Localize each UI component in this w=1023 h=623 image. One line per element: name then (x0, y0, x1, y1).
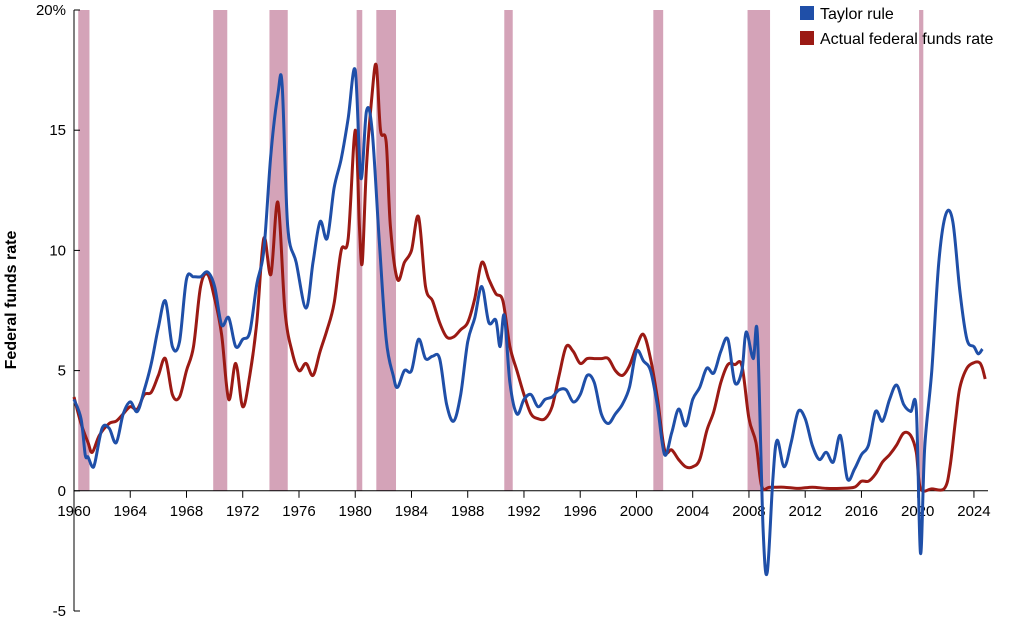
recession-band (653, 10, 664, 491)
x-tick-label: 2008 (732, 503, 765, 520)
x-axis-ticks: 1960 1964 1968 1972 1976 1980 1984 1988 1992 1996… (57, 490, 991, 520)
legend: Taylor rule Actual federal funds rate (800, 6, 994, 48)
legend-swatch (800, 31, 814, 45)
x-tick-label: 2024 (957, 503, 990, 520)
y-tick-label: 5 (58, 363, 66, 380)
x-tick-label: 2004 (676, 503, 709, 520)
x-tick-label: 1964 (114, 503, 147, 520)
y-tick-label: 20% (36, 2, 66, 19)
y-tick-label: -5 (53, 603, 66, 620)
axes (73, 10, 988, 611)
legend-label: Actual federal funds rate (820, 31, 994, 48)
x-tick-label: 1980 (339, 503, 372, 520)
series-lines (72, 62, 987, 576)
x-tick-label: 1996 (564, 503, 597, 520)
x-tick-label: 2000 (620, 503, 653, 520)
y-axis-title: Federal funds rate (3, 231, 20, 370)
recession-band (213, 10, 228, 491)
recession-band (747, 10, 771, 491)
legend-label: Taylor rule (820, 6, 894, 23)
x-tick-label: 1976 (282, 503, 315, 520)
series-line-taylor-rule (72, 67, 984, 576)
x-tick-label: 2012 (789, 503, 822, 520)
x-tick-label: 1972 (226, 503, 259, 520)
y-tick-label: 15 (49, 122, 66, 139)
x-tick-label: 1992 (507, 503, 540, 520)
legend-swatch (800, 6, 814, 20)
y-tick-label: 0 (58, 483, 66, 500)
x-tick-label: 1968 (170, 503, 203, 520)
x-tick-label: 1960 (57, 503, 90, 520)
x-tick-label: 1988 (451, 503, 484, 520)
y-axis-ticks: -5 0 5 10 15 20% (36, 2, 80, 620)
x-tick-label: 1984 (395, 503, 428, 520)
x-tick-label: 2016 (845, 503, 878, 520)
recession-band (919, 10, 924, 491)
recession-band (504, 10, 513, 491)
series-line-actual-rate (72, 62, 987, 493)
recession-band (78, 10, 90, 491)
y-tick-label: 10 (49, 242, 66, 259)
